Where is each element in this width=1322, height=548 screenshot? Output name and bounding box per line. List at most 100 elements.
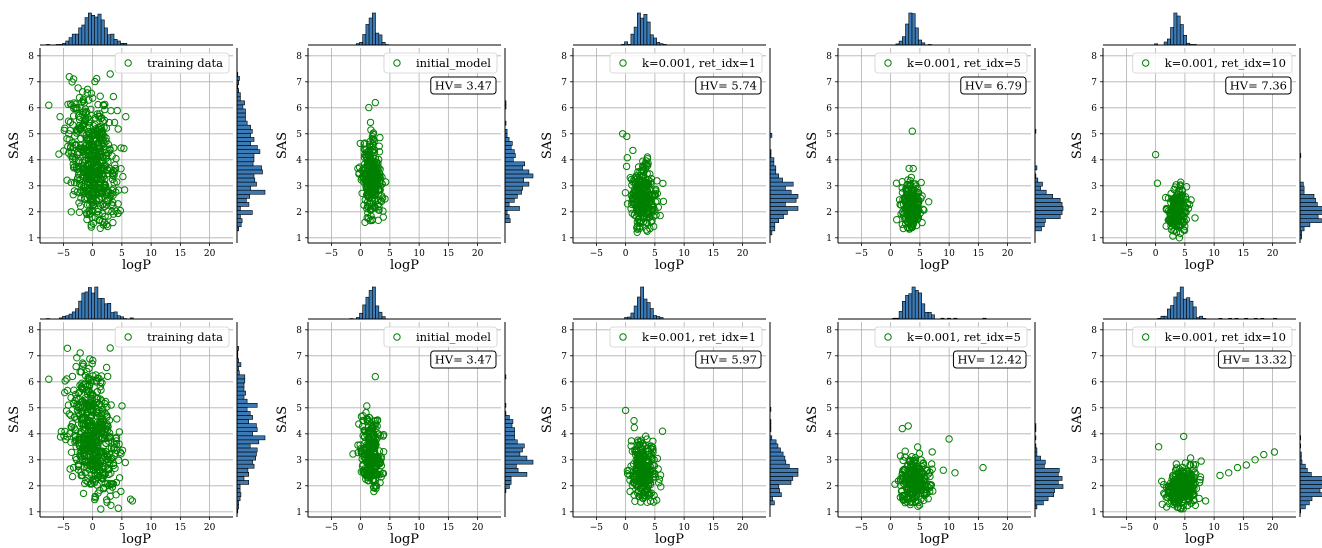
histogram-bar xyxy=(237,468,248,472)
y-tick-label: 5 xyxy=(826,130,832,140)
histogram-bar xyxy=(1300,464,1305,468)
histogram-bar xyxy=(770,468,798,472)
scatter-point xyxy=(122,459,128,465)
histogram-bar xyxy=(237,407,247,411)
scatter-point xyxy=(381,449,387,455)
y-tick-label: 2 xyxy=(561,208,567,218)
histogram-bar xyxy=(72,34,75,45)
histogram-bar xyxy=(237,166,262,170)
legend: k=0.001, ret_idx=1 xyxy=(610,53,762,73)
scatter-points xyxy=(1155,433,1277,512)
histogram-bar xyxy=(237,472,249,476)
histogram-bar xyxy=(79,28,82,45)
histogram-bar xyxy=(770,186,785,190)
y-tick-label: 3 xyxy=(826,456,832,466)
histogram-bar xyxy=(237,194,250,198)
hv-annotation: HV= 3.47 xyxy=(431,351,496,368)
histogram-bar xyxy=(1300,190,1304,194)
histogram-bar xyxy=(111,34,114,45)
histogram-bar xyxy=(928,312,931,319)
y-tick-label: 1 xyxy=(28,508,34,518)
legend-label: training data xyxy=(147,56,223,70)
scatter-point xyxy=(364,403,370,409)
histogram-bar xyxy=(237,493,241,497)
histogram-bar xyxy=(1035,476,1062,480)
histogram-bar xyxy=(770,476,793,480)
y-tick-label: 3 xyxy=(296,456,302,466)
histogram-bar xyxy=(237,428,257,432)
scatter-point xyxy=(123,114,129,120)
histogram-bar xyxy=(1035,215,1060,219)
histogram-bar xyxy=(770,194,798,198)
x-axis-label: logP xyxy=(655,532,684,547)
subplot-r0-c0: −5 0 5 10 15 2012345678logPSAStraining data xyxy=(7,13,265,273)
y-tick-label: 2 xyxy=(826,208,832,218)
hv-label: HV= 13.32 xyxy=(1222,353,1287,367)
y-axis-label: SAS xyxy=(7,132,22,159)
histogram-bar xyxy=(237,125,251,129)
histogram-bar xyxy=(899,41,902,45)
histogram-bar xyxy=(114,312,117,319)
y-tick-label: 1 xyxy=(826,234,832,244)
histogram-bar xyxy=(770,472,798,476)
scatter-point xyxy=(631,418,637,424)
y-tick-label: 7 xyxy=(561,352,567,362)
scatter-point xyxy=(105,373,111,379)
scatter-point xyxy=(372,99,378,105)
x-axis-label: logP xyxy=(920,258,949,273)
x-tick-label: 20 xyxy=(1267,523,1279,533)
histogram-bar xyxy=(1177,293,1180,319)
scatter-point xyxy=(111,145,117,151)
y-axis-label: SAS xyxy=(805,132,820,159)
y-tick-label: 4 xyxy=(296,156,302,166)
hv-annotation: HV= 13.32 xyxy=(1218,351,1291,368)
hv-label: HV= 5.74 xyxy=(700,79,757,93)
x-tick-label: −5 xyxy=(325,249,339,259)
histogram-bar xyxy=(644,14,647,45)
scatter-point xyxy=(894,217,900,223)
y-tick-label: 1 xyxy=(826,508,832,518)
histogram-bar xyxy=(770,219,779,223)
scatter-point xyxy=(108,108,114,114)
right-histogram xyxy=(1300,48,1322,243)
histogram-bar xyxy=(237,395,244,399)
scatter-point xyxy=(80,490,86,496)
y-tick-label: 3 xyxy=(296,182,302,192)
y-tick-label: 5 xyxy=(561,404,567,414)
histogram-bar xyxy=(237,363,241,367)
histogram-bar xyxy=(505,158,513,162)
histogram-bar xyxy=(237,215,240,219)
histogram-bar xyxy=(909,294,912,319)
histogram-bar xyxy=(1300,186,1304,190)
y-tick-label: 7 xyxy=(826,352,832,362)
scatter-point xyxy=(103,364,109,370)
y-tick-label: 1 xyxy=(296,508,302,518)
x-tick-label: 15 xyxy=(175,523,187,533)
histogram-bar xyxy=(1300,223,1310,227)
histogram-bar xyxy=(505,456,527,460)
legend: initial_model xyxy=(384,327,497,347)
y-axis-label: SAS xyxy=(275,406,290,433)
histogram-bar xyxy=(237,141,251,145)
histogram-bar xyxy=(770,460,786,464)
histogram-bar xyxy=(237,109,246,113)
histogram-bar xyxy=(770,448,781,452)
histogram-bar xyxy=(1300,202,1317,206)
y-tick-label: 6 xyxy=(561,378,567,388)
histogram-bar xyxy=(770,480,791,484)
histogram-bar xyxy=(1300,215,1318,219)
histogram-bar xyxy=(1183,35,1186,45)
scatter-point xyxy=(120,173,126,179)
histogram-bar xyxy=(1300,485,1322,489)
histogram-bar xyxy=(237,170,263,174)
histogram-bar xyxy=(505,194,517,198)
scatter-point xyxy=(1173,461,1179,467)
histogram-bar xyxy=(237,158,254,162)
histogram-bar xyxy=(505,215,509,219)
y-tick-label: 7 xyxy=(296,352,302,362)
y-tick-label: 4 xyxy=(28,156,34,166)
histogram-bar xyxy=(770,182,793,186)
x-tick-label: 20 xyxy=(472,249,484,259)
x-tick-label: 15 xyxy=(1238,249,1250,259)
histogram-bar xyxy=(770,162,774,166)
